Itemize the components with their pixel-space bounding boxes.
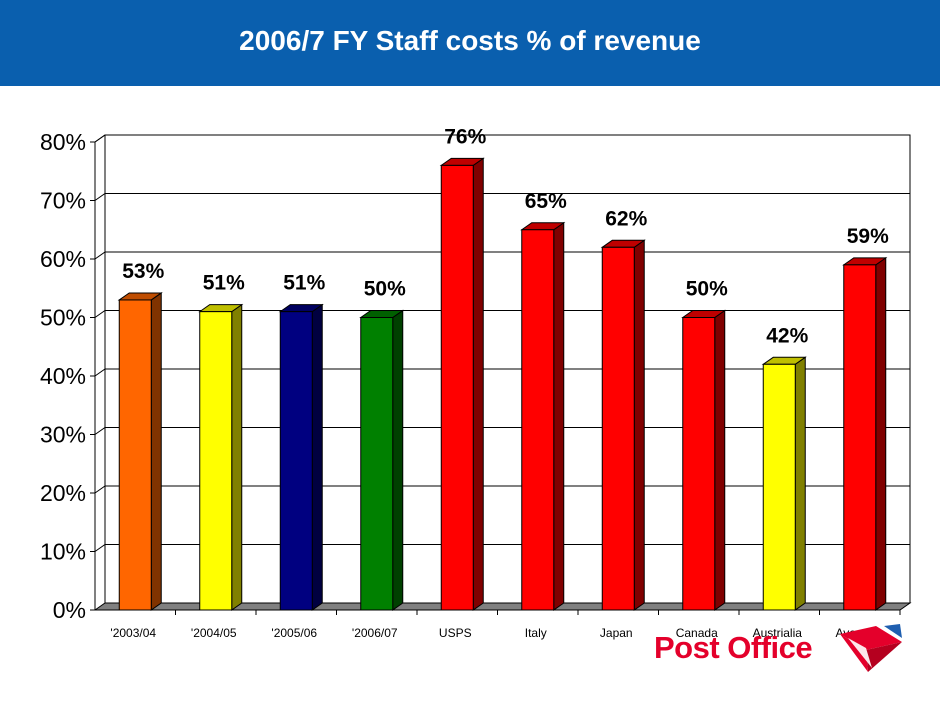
y-tick-label: 10% [40,539,86,565]
x-tick-label: '2004/05 [191,626,237,640]
bar-side [472,157,484,611]
data-label: 50% [686,278,728,301]
bar-side [794,356,806,611]
bar-side [633,239,645,611]
bar-side [231,303,243,611]
bar-side [311,303,323,611]
x-tick-label: Japan [600,626,633,640]
bar [843,264,877,611]
title-banner: 2006/7 FY Staff costs % of revenue [0,0,940,86]
bar [601,246,635,611]
bar [762,363,796,611]
chart-title: 2006/7 FY Staff costs % of revenue [239,25,701,56]
bar-side [150,291,162,611]
y-tick-label: 40% [40,363,86,389]
post-office-envelope-logo-icon [840,624,902,672]
data-label: 51% [283,272,325,295]
data-label: 59% [847,225,889,248]
y-tick-label: 20% [40,480,86,506]
y-tick-label: 0% [53,597,86,623]
y-tick-label: 80% [40,129,86,155]
data-label: 51% [203,272,245,295]
data-label: 62% [605,207,647,230]
y-tick-label: 30% [40,422,86,448]
data-label: 42% [766,324,808,347]
x-tick-label: Austrialia [753,626,803,640]
logo-text: Post Office [654,630,813,665]
y-tick-label: 60% [40,246,86,272]
data-label: 65% [525,190,567,213]
bar-side [875,256,887,611]
x-tick-label: '2006/07 [352,626,398,640]
x-tick-label: USPS [439,626,472,640]
y-tick-label: 50% [40,305,86,331]
data-label: 53% [122,260,164,283]
y-tick-label: 70% [40,188,86,214]
bar [521,229,555,611]
x-tick-label: Canada [676,626,718,640]
bar [360,317,394,611]
gridline [94,193,910,201]
x-tick-label: Italy [525,626,547,640]
bar-side [714,309,726,611]
data-label: 50% [364,278,406,301]
bar [199,311,233,611]
x-tick-label: '2003/04 [110,626,156,640]
bar-side [392,309,404,611]
bar [682,317,716,611]
x-tick-label: '2005/06 [271,626,317,640]
bar-side [553,221,565,611]
bar [440,164,474,611]
bar [279,311,313,611]
bar [118,299,152,611]
data-label: 76% [444,125,486,148]
post-office-logo: Post Office [654,624,910,678]
y-axis-top-edge [94,134,106,143]
